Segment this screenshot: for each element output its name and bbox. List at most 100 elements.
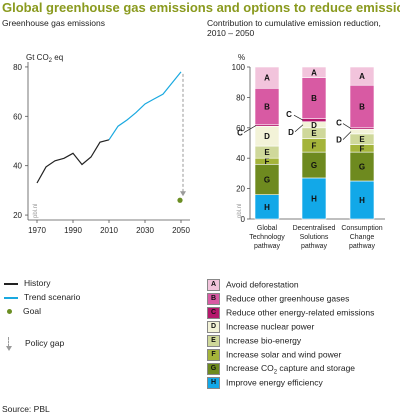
legend-item: Policy gap [4,336,65,348]
left-chart-title: Greenhouse gas emissions [2,18,106,28]
right-chart-title: Contribution to cumulative emission redu… [207,18,381,38]
y-tick-label: 80 [236,93,245,102]
y-tick-label: 60 [13,112,22,121]
legend-label: Increase bio-energy [226,335,302,346]
bar-segment-g [254,163,280,195]
callout-line [342,131,352,140]
x-tick-label: 1990 [64,226,82,235]
legend-item: G Increase CO2 capture and storage [207,363,355,376]
category-label: Decentralised [293,225,336,232]
bar-label-a: A [359,72,365,81]
legend-item: Goal [4,306,41,316]
x-tick-label: 2050 [172,226,190,235]
legend-label: Policy gap [25,338,65,348]
bar-label-g: G [359,163,365,172]
y-tick-label: 20 [13,211,22,220]
legend-item: History [4,278,50,288]
legend-item: E Increase bio-energy [207,335,301,347]
x-tick-label: 1970 [28,226,46,235]
callout-label: C [237,129,243,138]
legend-swatch: F [207,349,220,361]
callout-label: D [336,136,342,145]
bar-label-d: D [264,132,270,141]
legend-swatch: H [207,377,220,389]
bar-label-e: E [264,148,270,157]
bar-segment-b [254,87,280,126]
callout-line [293,114,304,121]
policy-gap-arrow [180,191,186,197]
legend-swatch: C [207,307,220,319]
history-line [36,139,110,184]
legend-label: Avoid deforestation [226,279,299,290]
watermark: pbl.nl [33,204,39,218]
bar-label-g: G [311,161,317,170]
page-title: Global greenhouse gas emissions and opti… [2,0,400,15]
legend-label: History [24,278,51,288]
trend-swatch [4,297,18,299]
bar-label-h: H [264,203,270,212]
legend-swatch: G [207,363,220,375]
y-tick-label: 0 [241,215,246,224]
legend-item: B Reduce other greenhouse gases [207,293,349,305]
legend-label: Increase nuclear power [226,321,315,332]
callout-label: D [288,128,294,137]
callout-line [243,125,257,133]
bar-label-g: G [264,175,270,184]
bar-segment-c [301,118,327,123]
bar-label-f: F [265,157,270,166]
x-tick-label: 2010 [100,226,118,235]
bar-segment-a [349,66,375,86]
callout-label: C [336,119,342,128]
legend-swatch: A [207,279,220,291]
policy-gap-arrow-icon [6,346,12,351]
legend-swatch: D [207,321,220,333]
legend-label: Increase CO2 capture and storage [226,363,356,376]
category-label: pathway [301,243,328,250]
legend-item: D Increase nuclear power [207,321,314,333]
category-label: Solutions [300,234,329,241]
y-tick-label: 20 [236,185,245,194]
bar-label-e: E [311,129,317,138]
legend-label: Goal [23,306,41,316]
bar-label-b: B [264,103,270,112]
legend-label: Improve energy efficiency [226,377,323,388]
category-label: pathway [349,243,376,250]
callout-line [342,123,352,129]
bar-label-f: F [312,141,317,150]
source-note: Source: PBL [2,404,50,414]
category-label: Global [257,225,278,232]
legend-item: Trend scenario [4,292,80,302]
legend-item: C Reduce other energy-related emissions [207,307,374,319]
bar-segment-b [349,84,375,129]
bar-segment-d [349,129,375,135]
bar-label-h: H [311,194,317,203]
bar-label-a: A [311,68,317,77]
bar-segment-h [301,177,327,220]
legend-label: Trend scenario [24,292,81,302]
bar-segment-g [301,151,327,179]
legend-label: Increase solar and wind power [226,349,342,360]
category-label: pathway [254,243,281,250]
y-tick-label: 40 [13,162,22,171]
bar-segment-h [254,194,280,220]
goal-swatch [7,309,12,315]
bar-label-e: E [359,135,365,144]
y-tick-label: 60 [236,124,245,133]
legend-item: A Avoid deforestation [207,279,299,291]
trend-scenario-line [108,71,182,141]
bar-label-h: H [359,196,365,205]
bar-segment-a [301,66,327,78]
watermark: pbl.nl [237,204,243,218]
y-tick-label: 100 [232,63,246,72]
legend-label: Reduce other energy-related emissions [226,307,375,318]
x-tick-label: 2030 [136,226,154,235]
bar-label-f: F [360,144,365,153]
bar-label-d: D [311,121,317,130]
category-label: Consumption [341,225,382,232]
callout-line [294,124,304,133]
y-tick-label: 80 [13,63,22,72]
legend-item: H Improve energy efficiency [207,377,323,389]
goal-point [177,197,183,203]
bar-label-a: A [264,74,270,83]
